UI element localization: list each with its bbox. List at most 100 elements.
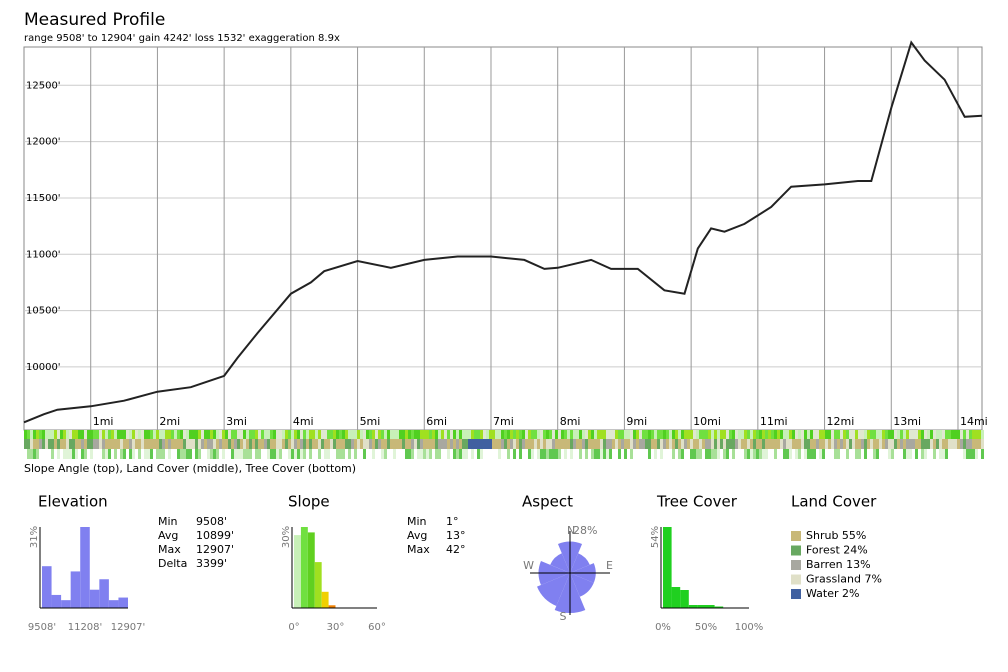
slope-strip bbox=[255, 430, 258, 439]
legend-label: Forest 24% bbox=[806, 544, 868, 557]
slope-strip bbox=[90, 430, 93, 439]
tree-strip bbox=[141, 449, 144, 459]
land-strip bbox=[219, 439, 222, 449]
land-strip bbox=[105, 439, 108, 449]
land-strip bbox=[654, 439, 657, 449]
land-strip bbox=[939, 439, 942, 449]
land-strip bbox=[351, 439, 354, 449]
tree-strip bbox=[147, 449, 150, 459]
land-strip bbox=[669, 439, 672, 449]
tree-strip bbox=[63, 449, 66, 459]
land-strip bbox=[243, 439, 246, 449]
land-strip bbox=[684, 439, 687, 449]
land-strip bbox=[507, 439, 510, 449]
tree-strip bbox=[945, 449, 948, 459]
tree-strip bbox=[924, 449, 927, 459]
tree-strip bbox=[891, 449, 894, 459]
slope-strip bbox=[765, 430, 768, 439]
slope-strip bbox=[918, 430, 921, 439]
land-strip bbox=[114, 439, 117, 449]
land-strip bbox=[804, 439, 807, 449]
tree-strip bbox=[462, 449, 465, 459]
y-tick-label: 10500' bbox=[26, 306, 61, 317]
slope-strip bbox=[663, 430, 666, 439]
slope-strip bbox=[468, 430, 471, 439]
axis-label: 50% bbox=[695, 622, 717, 633]
histogram-bar bbox=[118, 597, 128, 608]
land-strip bbox=[822, 439, 825, 449]
tree-strip bbox=[786, 449, 789, 459]
slope-strip bbox=[108, 430, 111, 439]
slope-strip bbox=[636, 430, 639, 439]
slope-strip bbox=[201, 430, 204, 439]
slope-strip bbox=[591, 430, 594, 439]
tree-strip bbox=[537, 449, 540, 459]
land-strip bbox=[585, 439, 588, 449]
tree-strip bbox=[621, 449, 624, 459]
tree-strip bbox=[729, 449, 732, 459]
land-strip bbox=[270, 439, 273, 449]
slope-strip bbox=[33, 430, 36, 439]
tree-strip bbox=[150, 449, 153, 459]
land-strip bbox=[174, 439, 177, 449]
land-strip bbox=[180, 439, 183, 449]
land-strip bbox=[171, 439, 174, 449]
land-strip bbox=[948, 439, 951, 449]
slope-strip bbox=[465, 430, 468, 439]
tree-strip bbox=[318, 449, 321, 459]
y-max-label: 30% bbox=[281, 526, 292, 548]
tree-strip bbox=[285, 449, 288, 459]
land-strip bbox=[633, 439, 636, 449]
land-strip bbox=[792, 439, 795, 449]
slope-strip bbox=[144, 430, 147, 439]
tree-strip bbox=[960, 449, 963, 459]
land-strip bbox=[513, 439, 516, 449]
land-strip bbox=[66, 439, 69, 449]
slope-strip bbox=[357, 430, 360, 439]
slope-strip bbox=[405, 430, 408, 439]
tree-strip bbox=[60, 449, 63, 459]
tree-strip bbox=[900, 449, 903, 459]
tree-strip bbox=[639, 449, 642, 459]
slope-strip bbox=[870, 430, 873, 439]
x-tick-label: 7mi bbox=[493, 415, 514, 428]
y-max-label: 31% bbox=[29, 526, 40, 548]
tree-strip bbox=[969, 449, 972, 459]
land-strip bbox=[426, 439, 429, 449]
tree-strip bbox=[510, 449, 513, 459]
land-strip bbox=[483, 439, 486, 449]
tree-strip bbox=[813, 449, 816, 459]
tree-strip bbox=[543, 449, 546, 459]
slope-strip bbox=[618, 430, 621, 439]
land-strip bbox=[729, 439, 732, 449]
land-cover-title: Land Cover bbox=[791, 493, 877, 511]
land-strip bbox=[327, 439, 330, 449]
tree-strip bbox=[450, 449, 453, 459]
tree-strip bbox=[864, 449, 867, 459]
tree-strip bbox=[612, 449, 615, 459]
tree-strip bbox=[231, 449, 234, 459]
land-strip bbox=[933, 439, 936, 449]
slope-strip bbox=[585, 430, 588, 439]
slope-strip bbox=[792, 430, 795, 439]
land-strip bbox=[852, 439, 855, 449]
land-strip bbox=[918, 439, 921, 449]
slope-strip bbox=[132, 430, 135, 439]
land-strip bbox=[900, 439, 903, 449]
land-strip bbox=[258, 439, 261, 449]
land-strip bbox=[111, 439, 114, 449]
land-strip bbox=[135, 439, 138, 449]
slope-strip bbox=[759, 430, 762, 439]
slope-strip bbox=[951, 430, 954, 439]
stat-value: 3399' bbox=[196, 557, 227, 570]
slope-strip bbox=[294, 430, 297, 439]
tree-strip bbox=[744, 449, 747, 459]
tree-strip bbox=[723, 449, 726, 459]
land-strip bbox=[201, 439, 204, 449]
tree-strip bbox=[246, 449, 249, 459]
land-strip bbox=[222, 439, 225, 449]
land-strip bbox=[120, 439, 123, 449]
tree-strip bbox=[363, 449, 366, 459]
stat-value: 10899' bbox=[196, 529, 234, 542]
land-strip bbox=[522, 439, 525, 449]
